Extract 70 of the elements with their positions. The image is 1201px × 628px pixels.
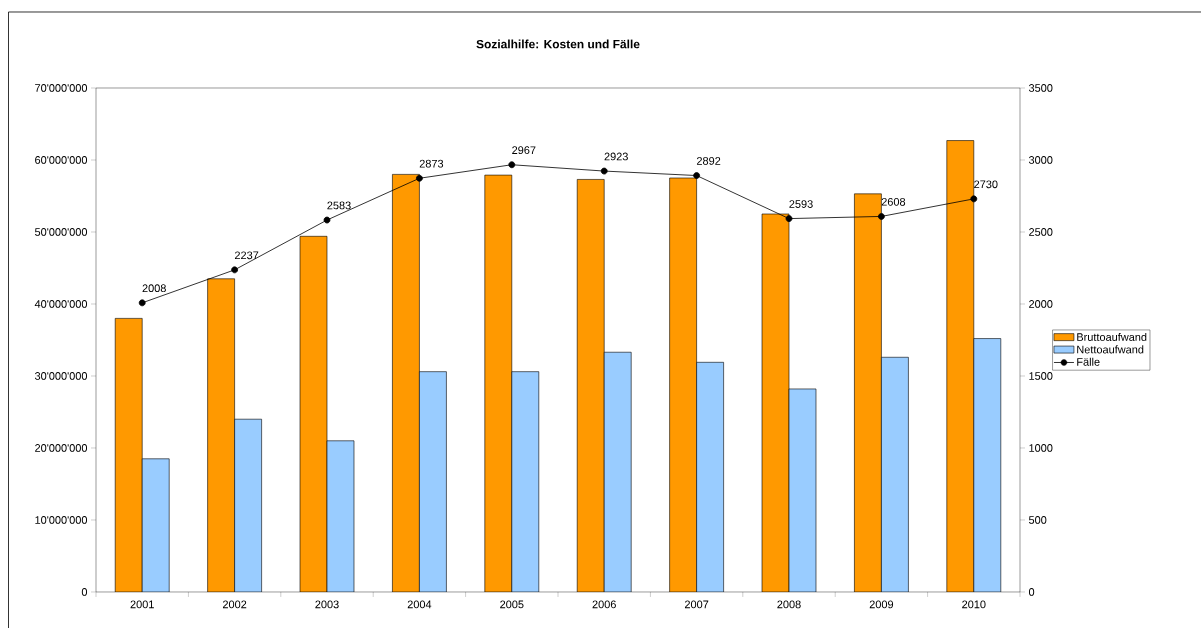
y2-tick-label: 3000 <box>1028 156 1053 164</box>
y-tick-label: 40'000'000 <box>34 300 88 308</box>
bar <box>207 278 235 592</box>
data-label: 2583 <box>327 201 351 210</box>
data-label: 2892 <box>696 157 721 165</box>
y2-tick-label: 3500 <box>1028 84 1053 92</box>
x-tick-label: 2004 <box>407 600 432 609</box>
bar <box>881 357 909 592</box>
data-label: 2873 <box>419 159 444 168</box>
data-label: 2593 <box>789 200 813 208</box>
point <box>138 299 146 307</box>
y-tick-label: 50'000'000 <box>34 228 88 236</box>
bar <box>577 179 605 592</box>
bar <box>234 419 262 592</box>
x-tick-label: 2010 <box>962 600 986 609</box>
bar <box>973 338 1002 592</box>
data-label: 2608 <box>881 197 906 206</box>
bar <box>854 193 882 592</box>
y2-tick-label: 1500 <box>1029 372 1053 380</box>
bar <box>669 177 697 592</box>
y-tick-label: 20'000'000 <box>35 444 88 452</box>
x-tick-label: 2008 <box>777 600 801 609</box>
x-tick-label: 2005 <box>500 600 524 609</box>
point <box>878 213 885 220</box>
x-tick-label: 2006 <box>592 600 616 609</box>
bar <box>392 174 420 592</box>
y-tick-label: 30'000'000 <box>34 372 88 380</box>
y-tick-label: 70'000'000 <box>35 84 88 92</box>
data-label: 2730 <box>974 180 998 189</box>
point <box>416 174 423 182</box>
x-tick-label: 2009 <box>869 600 894 609</box>
bar <box>511 371 539 592</box>
y2-tick-label: 0 <box>1028 588 1035 596</box>
bar <box>115 318 143 592</box>
y2-tick-label: 500 <box>1028 516 1047 524</box>
y-tick-label: 10'000'000 <box>35 516 88 524</box>
y-tick-label: 0 <box>81 588 88 596</box>
chart-title: Sozialhilfe: Kosten und Fälle <box>476 39 640 49</box>
bar <box>484 175 512 592</box>
point <box>693 172 701 179</box>
data-label: 2967 <box>512 146 536 155</box>
point <box>231 266 239 274</box>
point <box>970 195 978 203</box>
bar <box>762 213 790 592</box>
bar <box>142 458 170 592</box>
data-label: 2008 <box>142 284 166 293</box>
y-tick-label: 60'000'000 <box>35 156 88 164</box>
point <box>600 167 608 175</box>
point <box>508 161 516 169</box>
y2-tick-label: 1000 <box>1029 444 1053 452</box>
x-tick-label: 2001 <box>130 600 154 609</box>
legend-label: Bruttoaufwand <box>1077 332 1147 341</box>
legend-label: Fälle <box>1077 357 1100 366</box>
x-tick-label: 2003 <box>315 600 339 609</box>
bar <box>696 362 724 592</box>
bar <box>419 371 447 592</box>
data-label: 2923 <box>604 152 628 161</box>
bar <box>789 388 817 592</box>
bar <box>946 140 975 592</box>
data-label: 2237 <box>234 251 259 260</box>
point <box>785 215 793 222</box>
point <box>323 216 331 224</box>
bar <box>300 236 328 592</box>
bar <box>327 440 355 592</box>
x-tick-label: 2007 <box>684 600 709 609</box>
legend-label: Nettoaufwand <box>1077 345 1144 354</box>
x-tick-label: 2002 <box>222 600 247 609</box>
y2-tick-label: 2000 <box>1029 300 1053 308</box>
y2-tick-label: 2500 <box>1029 228 1053 236</box>
bar <box>604 352 632 592</box>
